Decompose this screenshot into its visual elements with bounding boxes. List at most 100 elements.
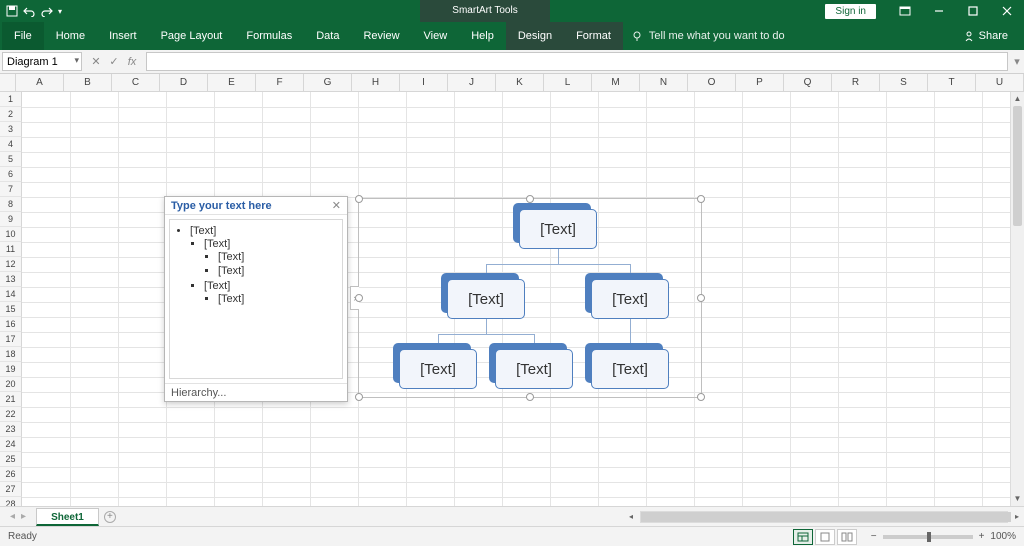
scroll-right-icon[interactable]: ▸ <box>1010 512 1024 521</box>
cancel-icon[interactable]: ✕ <box>88 55 104 68</box>
resize-handle[interactable] <box>355 393 363 401</box>
hierarchy-node[interactable]: [Text] <box>399 349 477 389</box>
hierarchy-node[interactable]: [Text] <box>519 209 597 249</box>
row-header[interactable]: 14 <box>0 287 22 302</box>
fx-icon[interactable]: fx <box>124 56 140 68</box>
text-pane-header[interactable]: Type your text here ✕ <box>165 197 347 215</box>
column-header[interactable]: S <box>880 74 928 91</box>
row-header[interactable]: 17 <box>0 332 22 347</box>
ribbon-display-options-icon[interactable] <box>888 0 922 22</box>
worksheet-grid[interactable]: ABCDEFGHIJKLMNOPQRSTU 123456789101112131… <box>0 74 1024 506</box>
row-header[interactable]: 12 <box>0 257 22 272</box>
row-header[interactable]: 20 <box>0 377 22 392</box>
horizontal-scroll-track[interactable] <box>640 511 1008 523</box>
column-headers[interactable]: ABCDEFGHIJKLMNOPQRSTU <box>0 74 1024 92</box>
save-icon[interactable] <box>6 5 18 17</box>
ribbon-tab-help[interactable]: Help <box>459 22 506 50</box>
select-all-corner[interactable] <box>0 74 16 91</box>
ribbon-tab-home[interactable]: Home <box>44 22 97 50</box>
close-button[interactable] <box>990 0 1024 22</box>
row-header[interactable]: 26 <box>0 467 22 482</box>
text-pane-item[interactable]: [Text][Text][Text][Text][Text][Text] <box>190 224 340 308</box>
row-header[interactable]: 9 <box>0 212 22 227</box>
horizontal-scrollbar[interactable]: ◂ ▸ <box>624 507 1024 526</box>
tell-me-search[interactable]: Tell me what you want to do <box>631 30 785 42</box>
column-header[interactable]: C <box>112 74 160 91</box>
column-header[interactable]: F <box>256 74 304 91</box>
row-header[interactable]: 19 <box>0 362 22 377</box>
formula-input[interactable] <box>146 52 1008 71</box>
row-headers[interactable]: 1234567891011121314151617181920212223242… <box>0 92 22 506</box>
zoom-value[interactable]: 100% <box>990 531 1016 542</box>
zoom-slider[interactable] <box>883 535 973 539</box>
row-header[interactable]: 28 <box>0 497 22 506</box>
column-header[interactable]: L <box>544 74 592 91</box>
qat-customize-icon[interactable]: ▾ <box>58 7 62 16</box>
vertical-scroll-thumb[interactable] <box>1013 106 1022 226</box>
row-header[interactable]: 6 <box>0 167 22 182</box>
row-header[interactable]: 23 <box>0 422 22 437</box>
new-sheet-button[interactable]: + <box>99 507 121 526</box>
smartart-object[interactable]: › [Text][Text][Text][Text][Text][Text] <box>358 198 702 398</box>
column-header[interactable]: I <box>400 74 448 91</box>
column-header[interactable]: Q <box>784 74 832 91</box>
minimize-button[interactable] <box>922 0 956 22</box>
row-header[interactable]: 4 <box>0 137 22 152</box>
text-pane-item[interactable]: [Text] <box>218 264 340 278</box>
column-header[interactable]: A <box>16 74 64 91</box>
resize-handle[interactable] <box>697 195 705 203</box>
row-header[interactable]: 1 <box>0 92 22 107</box>
text-pane-body[interactable]: [Text][Text][Text][Text][Text][Text] <box>169 219 343 379</box>
enter-icon[interactable]: ✓ <box>106 55 122 68</box>
resize-handle[interactable] <box>355 195 363 203</box>
scroll-up-icon[interactable]: ▲ <box>1011 92 1024 106</box>
text-pane-item[interactable]: [Text] <box>218 250 340 264</box>
column-header[interactable]: R <box>832 74 880 91</box>
zoom-in-button[interactable]: + <box>979 531 985 542</box>
text-pane-close-icon[interactable]: ✕ <box>332 199 341 212</box>
column-header[interactable]: U <box>976 74 1024 91</box>
smartart-text-pane[interactable]: Type your text here ✕ [Text][Text][Text]… <box>164 196 348 402</box>
column-header[interactable]: J <box>448 74 496 91</box>
row-header[interactable]: 7 <box>0 182 22 197</box>
row-header[interactable]: 5 <box>0 152 22 167</box>
ribbon-tab-data[interactable]: Data <box>304 22 351 50</box>
sheet-nav-prev-icon[interactable]: ◂ <box>10 511 15 522</box>
ribbon-tab-view[interactable]: View <box>412 22 460 50</box>
ribbon-tab-file[interactable]: File <box>2 22 44 50</box>
row-header[interactable]: 22 <box>0 407 22 422</box>
column-header[interactable]: D <box>160 74 208 91</box>
row-header[interactable]: 15 <box>0 302 22 317</box>
hierarchy-node[interactable]: [Text] <box>591 349 669 389</box>
column-header[interactable]: K <box>496 74 544 91</box>
resize-handle[interactable] <box>697 393 705 401</box>
ribbon-tab-insert[interactable]: Insert <box>97 22 149 50</box>
page-layout-view-button[interactable] <box>815 529 835 545</box>
zoom-slider-thumb[interactable] <box>927 532 931 542</box>
resize-handle[interactable] <box>697 294 705 302</box>
undo-icon[interactable] <box>22 5 36 17</box>
resize-handle[interactable] <box>355 294 363 302</box>
row-header[interactable]: 18 <box>0 347 22 362</box>
hierarchy-node[interactable]: [Text] <box>495 349 573 389</box>
hierarchy-node[interactable]: [Text] <box>447 279 525 319</box>
row-header[interactable]: 2 <box>0 107 22 122</box>
text-pane-item[interactable]: [Text][Text] <box>204 279 340 307</box>
row-header[interactable]: 8 <box>0 197 22 212</box>
ribbon-tab-review[interactable]: Review <box>351 22 411 50</box>
row-header[interactable]: 11 <box>0 242 22 257</box>
hierarchy-node[interactable]: [Text] <box>591 279 669 319</box>
column-header[interactable]: M <box>592 74 640 91</box>
column-header[interactable]: O <box>688 74 736 91</box>
row-header[interactable]: 3 <box>0 122 22 137</box>
scroll-left-icon[interactable]: ◂ <box>624 512 638 521</box>
row-header[interactable]: 13 <box>0 272 22 287</box>
name-box-dropdown-icon[interactable]: ▾ <box>74 55 79 66</box>
scroll-down-icon[interactable]: ▼ <box>1011 492 1024 506</box>
text-pane-item[interactable]: [Text] <box>218 292 340 306</box>
column-header[interactable]: P <box>736 74 784 91</box>
sheet-nav[interactable]: ◂ ▸ <box>0 507 36 526</box>
page-break-view-button[interactable] <box>837 529 857 545</box>
row-header[interactable]: 10 <box>0 227 22 242</box>
name-box[interactable]: Diagram 1 ▾ <box>2 52 82 71</box>
